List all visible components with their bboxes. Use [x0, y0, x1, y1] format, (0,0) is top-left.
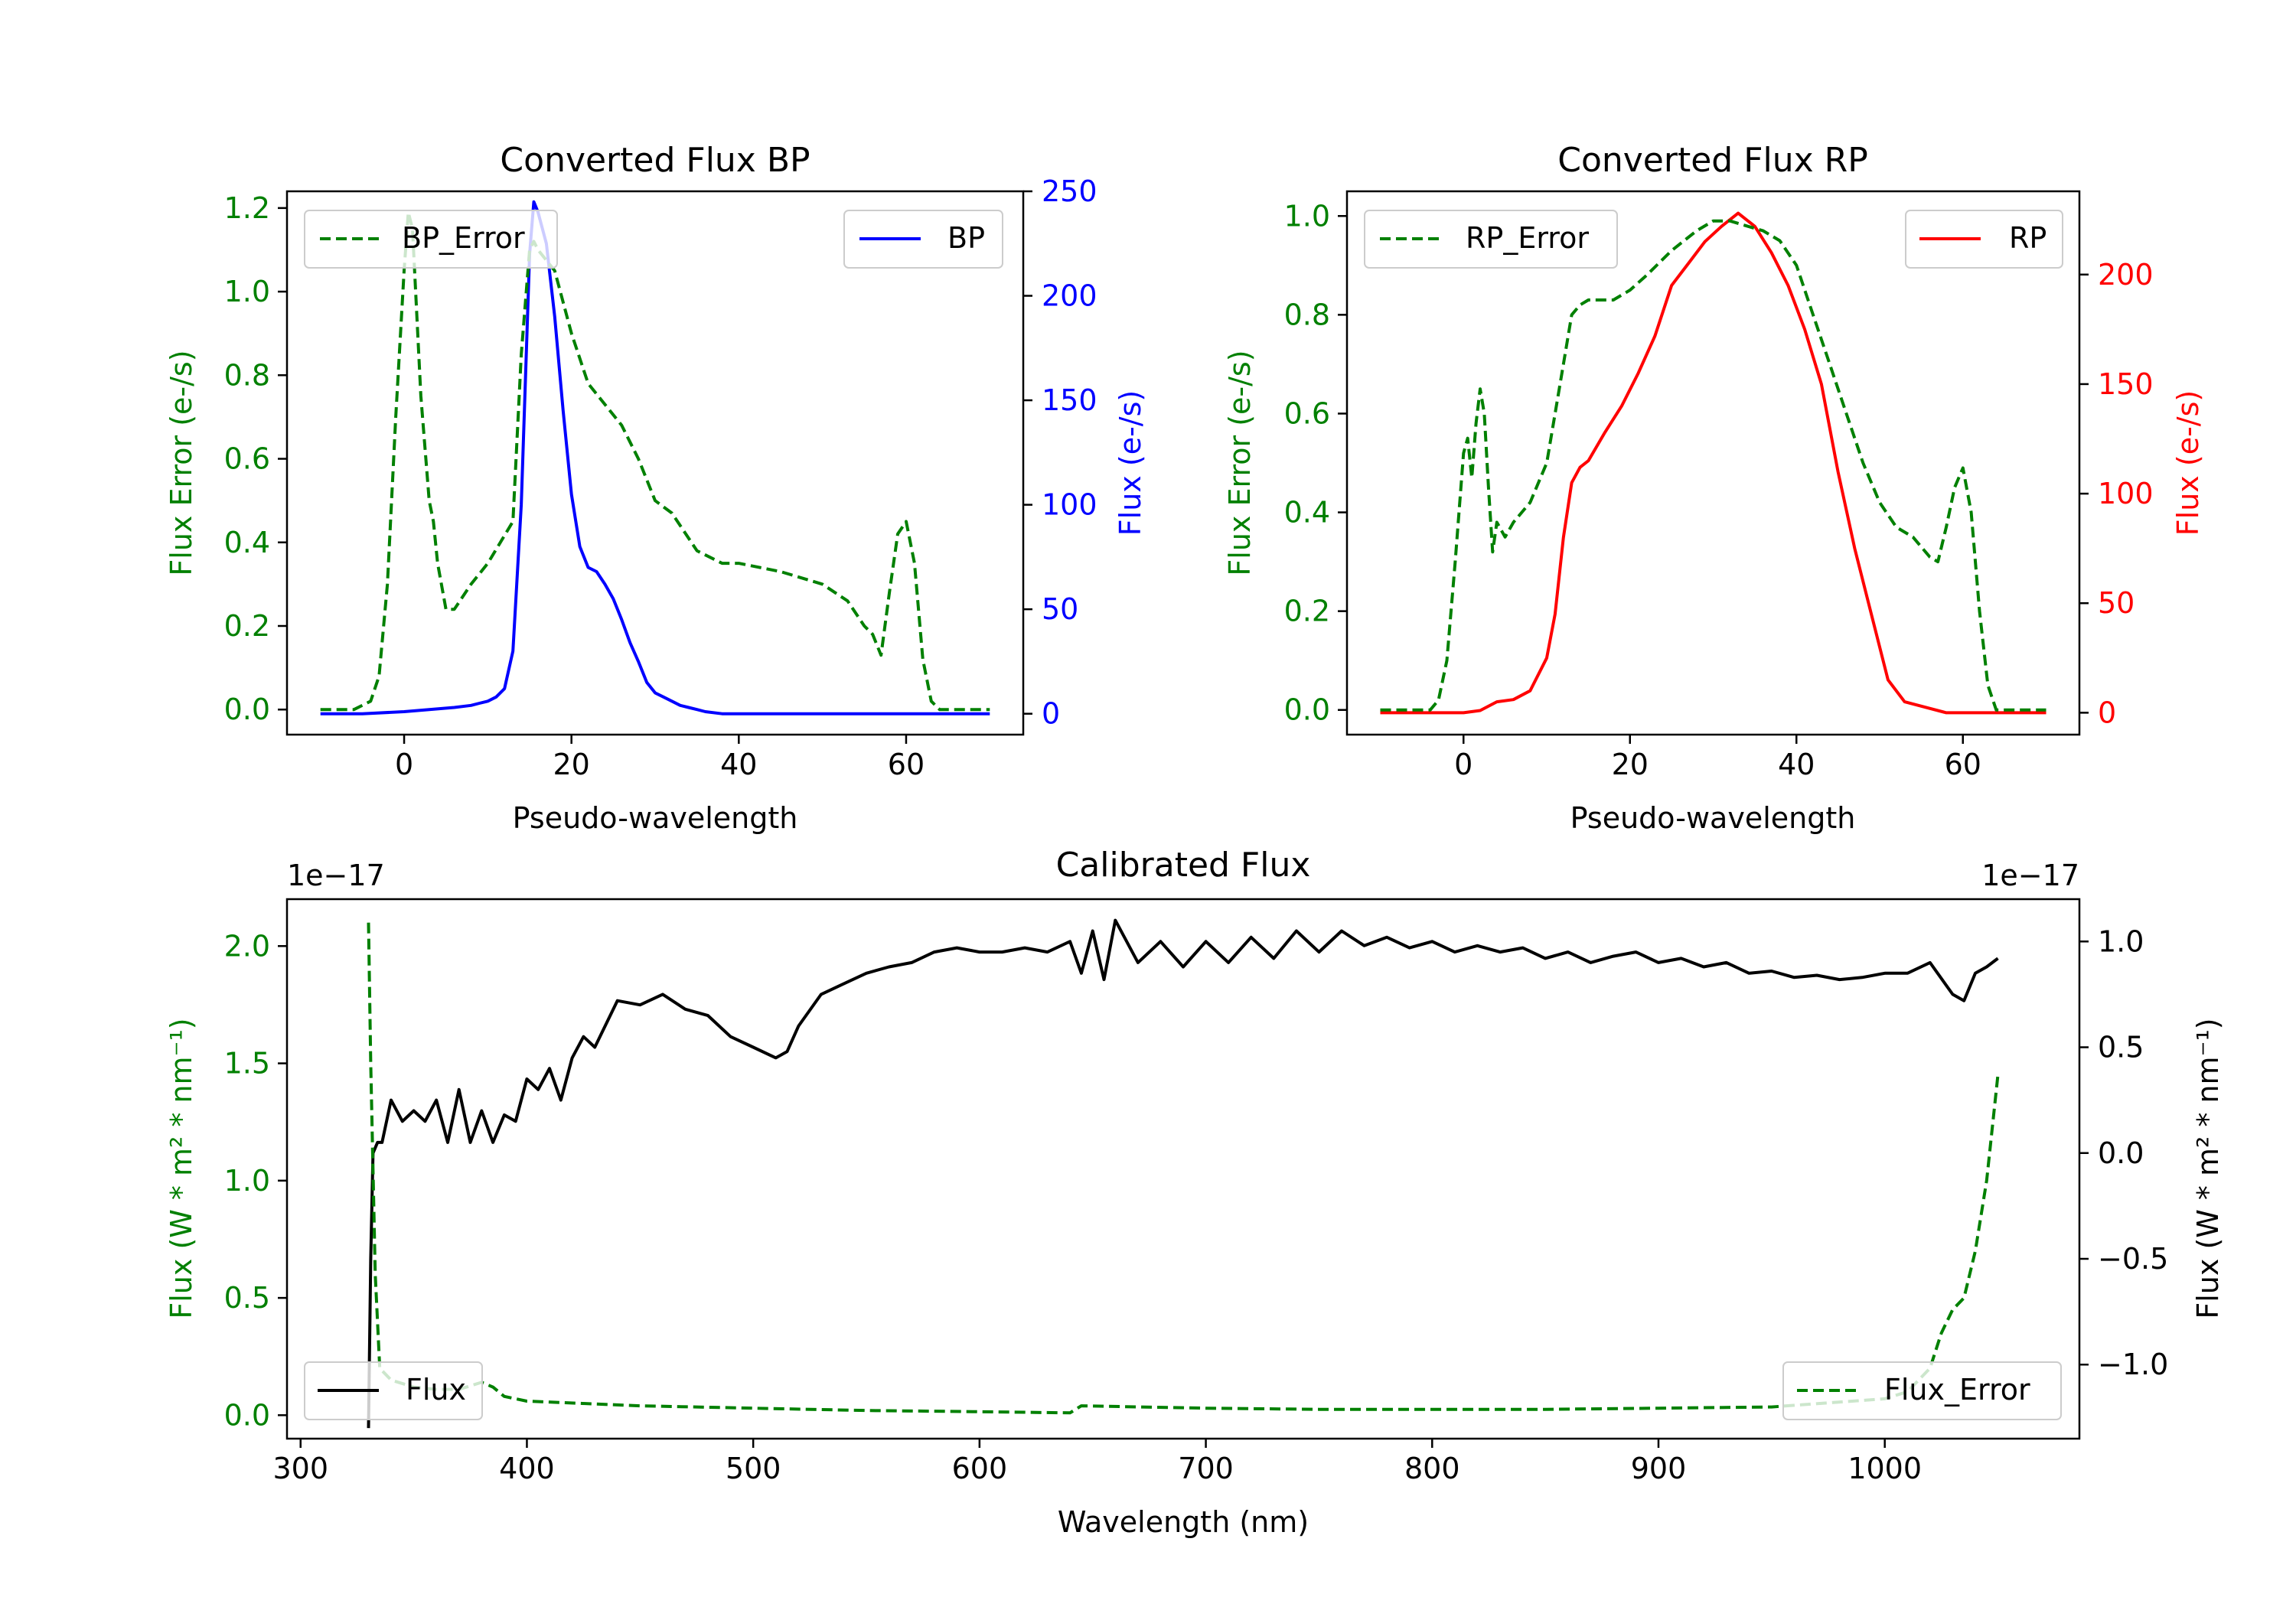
- rp-chart: 0 20 40 60 0.0 0.2 0.4 0.6 0.8 1.0 0 50 100 150 200 Co…: [1223, 141, 2205, 835]
- bp-left-tick-label: 0.4: [224, 526, 270, 559]
- bp-legend-value-box: [843, 210, 1003, 269]
- bp-x-axis-label: Pseudo-wavelength: [513, 801, 798, 835]
- rp-error-series-line: [1380, 219, 2047, 712]
- cal-legend-error-box: [1782, 1361, 2062, 1420]
- cal-legend-error-label: Flux_Error: [1884, 1373, 2030, 1407]
- rp-x-tick-label: 0: [1454, 748, 1473, 781]
- bp-left-tick-label: 0.2: [224, 609, 270, 643]
- cal-right-tick-label: 1.0: [2098, 924, 2144, 958]
- cal-right-axis-label: Flux (W * m² * nm⁻¹): [2191, 1018, 2225, 1319]
- bp-left-tick-label: 1.2: [224, 191, 270, 225]
- cal-error-series-line: [367, 922, 2000, 1415]
- cal-x-tick-label: 500: [726, 1452, 781, 1485]
- bp-x-tick-label: 0: [395, 748, 413, 781]
- rp-legend-value-box: [1905, 210, 2063, 269]
- rp-legend-value: RP: [1905, 210, 2063, 269]
- bp-right-tick-label: 150: [1042, 383, 1097, 417]
- bp-right-tick-label: 100: [1042, 488, 1097, 522]
- rp-legend-error-label: RP_Error: [1466, 221, 1589, 255]
- cal-x-axis-label: Wavelength (nm): [1058, 1505, 1309, 1539]
- rp-right-axis-label: Flux (e-/s): [2171, 390, 2205, 536]
- bp-axes-frame: [285, 190, 1025, 736]
- rp-left-tick-label: 1.0: [1284, 199, 1330, 233]
- bp-x-tick-label: 40: [720, 748, 757, 781]
- bp-left-tick-label: 0.6: [224, 442, 270, 476]
- cal-left-offset-label: 1e−17: [287, 859, 385, 892]
- bp-chart: 0 20 40 60 0.0 0.2 0.4 0.6 0.8 1.0 1.2 0 50 100 150 200…: [165, 141, 1147, 835]
- rp-value-series-line: [1380, 211, 2047, 715]
- rp-right-tick-label: 0: [2098, 696, 2116, 729]
- rp-right-tick-label: 200: [2098, 258, 2154, 292]
- bp-right-tick-label: 200: [1042, 279, 1097, 313]
- bp-legend-value: BP: [843, 210, 1003, 269]
- rp-left-tick-label: 0.2: [1284, 595, 1330, 628]
- rp-legend-error-box: [1364, 210, 1618, 269]
- bp-legend-error: BP_Error: [304, 210, 558, 269]
- bp-left-axis-label: Flux Error (e-/s): [165, 350, 198, 575]
- bp-left-tick-label: 0.8: [224, 358, 270, 392]
- cal-axes-frame: [285, 898, 2081, 1440]
- rp-right-tick-label: 50: [2098, 586, 2135, 620]
- cal-right-tick-label: −1.0: [2098, 1348, 2168, 1381]
- rp-left-tick-label: 0.0: [1284, 693, 1330, 727]
- bp-error-series-line: [320, 210, 990, 712]
- cal-right-tick-label: −0.5: [2098, 1242, 2168, 1276]
- rp-left-tick-label: 0.4: [1284, 496, 1330, 530]
- cal-left-tick-label: 1.5: [224, 1047, 270, 1081]
- bp-legend-value-label: BP: [947, 221, 985, 255]
- cal-chart-title: Calibrated Flux: [1056, 846, 1311, 885]
- bp-x-tick-label: 20: [553, 748, 590, 781]
- cal-value-series-line: [367, 918, 1999, 1429]
- cal-right-tick-label: 0.0: [2098, 1136, 2144, 1170]
- bp-right-tick-label: 250: [1042, 174, 1097, 208]
- bp-legend-error-box: [304, 210, 558, 269]
- rp-x-tick-label: 40: [1778, 748, 1815, 781]
- bp-right-tick-label: 0: [1042, 697, 1060, 731]
- cal-left-tick-label: 2.0: [224, 929, 270, 963]
- bp-legend-error-label: BP_Error: [402, 221, 525, 255]
- rp-axes-frame: [1345, 190, 2081, 736]
- rp-left-tick-label: 0.8: [1284, 298, 1330, 331]
- bp-left-tick-label: 1.0: [224, 275, 270, 308]
- cal-x-tick-label: 700: [1178, 1452, 1234, 1485]
- rp-right-tick-label: 100: [2098, 477, 2154, 510]
- cal-left-axis-label: Flux (W * m² * nm⁻¹): [165, 1018, 198, 1319]
- bp-left-tick-label: 0.0: [224, 693, 270, 726]
- cal-right-offset-label: 1e−17: [1981, 859, 2079, 892]
- bp-right-axis-label: Flux (e-/s): [1114, 390, 1147, 536]
- rp-chart-title: Converted Flux RP: [1557, 141, 1868, 180]
- rp-legend-error: RP_Error: [1364, 210, 1618, 269]
- cal-x-tick-label: 400: [499, 1452, 555, 1485]
- rp-x-tick-label: 20: [1612, 748, 1649, 781]
- cal-left-tick-label: 0.5: [224, 1281, 270, 1315]
- calibrated-chart: 300 400 500 600 700 800 900 1000 0.0 0.5 1.0 1.5 2.0…: [165, 846, 2225, 1539]
- cal-left-tick-label: 0.0: [224, 1398, 270, 1432]
- rp-x-axis-label: Pseudo-wavelength: [1570, 801, 1856, 835]
- rp-x-tick-label: 60: [1945, 748, 1981, 781]
- cal-x-tick-label: 900: [1631, 1452, 1687, 1485]
- cal-x-tick-label: 800: [1404, 1452, 1460, 1485]
- rp-left-tick-label: 0.6: [1284, 396, 1330, 430]
- cal-legend-flux-box: [304, 1361, 483, 1420]
- cal-right-tick-label: 0.5: [2098, 1031, 2144, 1064]
- bp-chart-title: Converted Flux BP: [500, 141, 810, 180]
- rp-right-tick-label: 150: [2098, 367, 2154, 401]
- cal-legend-flux: Flux: [304, 1361, 483, 1420]
- rp-left-axis-label: Flux Error (e-/s): [1223, 350, 1257, 575]
- cal-left-tick-label: 1.0: [224, 1164, 270, 1198]
- cal-x-tick-label: 300: [272, 1452, 328, 1485]
- bp-value-series-line: [320, 200, 990, 715]
- cal-legend-error: Flux_Error: [1782, 1361, 2062, 1420]
- bp-x-tick-label: 60: [888, 748, 925, 781]
- bp-right-tick-label: 50: [1042, 592, 1078, 626]
- cal-x-tick-label: 1000: [1848, 1452, 1922, 1485]
- cal-x-tick-label: 600: [952, 1452, 1008, 1485]
- rp-legend-value-label: RP: [2009, 221, 2047, 255]
- cal-legend-flux-label: Flux: [406, 1373, 466, 1407]
